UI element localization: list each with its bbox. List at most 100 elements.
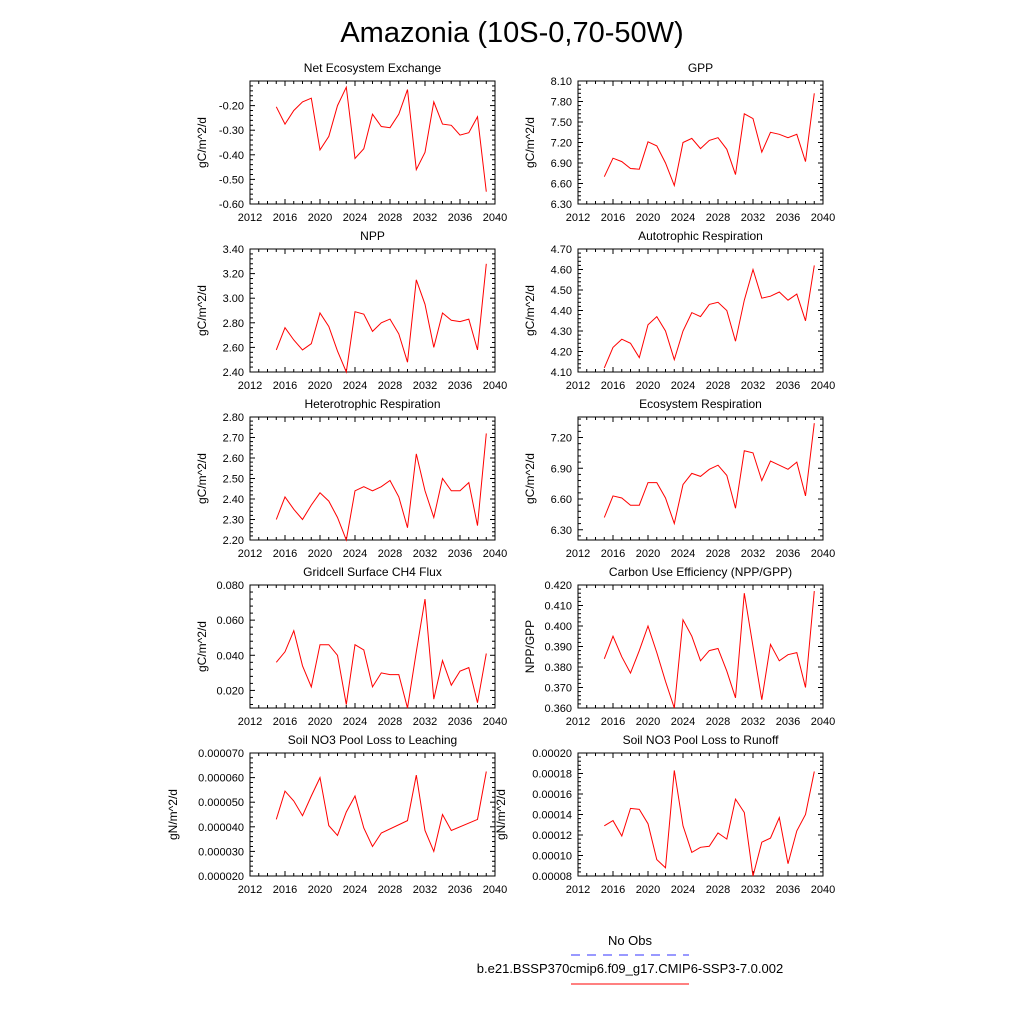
- x-tick-label: 2032: [741, 212, 765, 224]
- plot-frame: [577, 752, 824, 877]
- x-tick-label: 2032: [413, 548, 437, 560]
- x-tick-label: 2028: [378, 380, 402, 392]
- y-tick-label: 3.20: [223, 269, 244, 281]
- x-tick-label: 2028: [378, 884, 402, 896]
- x-tick-label: 2024: [343, 380, 367, 392]
- x-tick-label: 2016: [601, 716, 625, 728]
- x-tick-label: 2040: [811, 380, 835, 392]
- y-tick-label: 0.360: [544, 703, 572, 715]
- series-line: [604, 770, 815, 877]
- y-tick-label: 2.30: [223, 515, 244, 527]
- x-tick-label: 2028: [706, 884, 730, 896]
- chart-carbon-use-efficiency-npp-gpp: Carbon Use Efficiency (NPP/GPP) 2012 2016 2…: [523, 565, 835, 728]
- x-tick-label: 2032: [741, 884, 765, 896]
- x-tick-label: 2020: [308, 716, 332, 728]
- x-tick-label: 2012: [566, 548, 590, 560]
- y-tick-label: 2.80: [223, 318, 244, 330]
- y-tick-label: -0.30: [219, 125, 244, 137]
- x-tick-label: 2028: [706, 716, 730, 728]
- x-tick-label: 2040: [483, 212, 507, 224]
- chart-gpp: GPP 2012 2016 2020 2024 2028 2032 2036 2040 6.30 6…: [523, 61, 835, 224]
- x-tick-label: 2024: [671, 212, 695, 224]
- legend: No Obs b.e21.BSSP370cmip6.f09_g17.CMIP6-…: [477, 933, 783, 985]
- x-tick-label: 2016: [273, 884, 297, 896]
- x-tick-label: 2012: [238, 548, 262, 560]
- x-tick-label: 2040: [811, 212, 835, 224]
- x-tick-label: 2036: [448, 380, 472, 392]
- x-tick-label: 2016: [601, 380, 625, 392]
- y-tick-label: 0.040: [216, 650, 244, 662]
- y-tick-label: 0.000040: [198, 822, 244, 834]
- y-tick-label: 0.410: [544, 601, 572, 613]
- x-tick-label: 2036: [448, 884, 472, 896]
- plot-frame: [577, 416, 824, 541]
- y-tick-label: 0.020: [216, 685, 244, 697]
- y-axis-label: gC/m^2/d: [195, 453, 209, 504]
- plot-frame: [249, 416, 496, 541]
- y-tick-label: -0.50: [219, 174, 244, 186]
- plot-frame: [577, 584, 824, 709]
- x-tick-label: 2040: [483, 716, 507, 728]
- series-line: [603, 591, 815, 709]
- y-tick-label: 7.20: [551, 138, 572, 150]
- x-tick-label: 2012: [566, 380, 590, 392]
- x-tick-label: 2032: [413, 884, 437, 896]
- chart-npp: NPP 2012 2016 2020 2024 2028 2032 2036 2040 2.40 2…: [195, 229, 507, 392]
- y-tick-label: 0.000050: [198, 797, 244, 809]
- x-tick-label: 2028: [378, 716, 402, 728]
- y-axis-label: gN/m^2/d: [494, 789, 508, 840]
- x-tick-label: 2016: [601, 884, 625, 896]
- y-tick-label: 0.420: [544, 580, 572, 592]
- x-tick-label: 2036: [776, 716, 800, 728]
- y-tick-label: 0.00018: [532, 769, 572, 781]
- series-line: [603, 93, 815, 188]
- x-tick-label: 2040: [811, 884, 835, 896]
- x-tick-label: 2036: [448, 716, 472, 728]
- x-tick-label: 2040: [483, 380, 507, 392]
- x-tick-label: 2040: [811, 716, 835, 728]
- y-tick-label: 0.370: [544, 683, 572, 695]
- y-tick-label: 2.70: [223, 433, 244, 445]
- x-tick-label: 2040: [483, 548, 507, 560]
- x-tick-label: 2028: [706, 212, 730, 224]
- y-tick-label: 4.50: [551, 285, 572, 297]
- y-tick-label: 0.400: [544, 621, 572, 633]
- y-tick-label: 3.40: [223, 244, 244, 256]
- y-tick-label: 2.20: [223, 535, 244, 547]
- y-tick-label: 6.30: [551, 525, 572, 537]
- x-tick-label: 2032: [413, 212, 437, 224]
- series-line: [275, 771, 487, 854]
- y-tick-label: 2.40: [223, 494, 244, 506]
- plot-frame: [249, 80, 496, 205]
- x-tick-label: 2028: [706, 548, 730, 560]
- x-tick-label: 2016: [273, 716, 297, 728]
- x-tick-label: 2024: [671, 716, 695, 728]
- y-axis-label: gN/m^2/d: [166, 789, 180, 840]
- chart-title: Ecosystem Respiration: [639, 397, 762, 411]
- y-tick-label: -0.20: [219, 101, 244, 113]
- plot-frame: [249, 752, 496, 877]
- chart-title: Gridcell Surface CH4 Flux: [303, 565, 442, 579]
- chart-title: Net Ecosystem Exchange: [304, 61, 442, 75]
- chart-title: NPP: [360, 229, 385, 243]
- y-tick-label: 0.380: [544, 662, 572, 674]
- y-tick-label: 6.90: [551, 463, 572, 475]
- y-tick-label: 0.00012: [532, 830, 572, 842]
- x-tick-label: 2020: [636, 380, 660, 392]
- plot-frame: [249, 248, 496, 373]
- x-tick-label: 2036: [776, 548, 800, 560]
- x-tick-label: 2028: [378, 212, 402, 224]
- x-tick-label: 2024: [343, 884, 367, 896]
- page-title: Amazonia (10S-0,70-50W): [340, 17, 683, 49]
- x-tick-label: 2020: [636, 548, 660, 560]
- x-tick-label: 2032: [413, 716, 437, 728]
- y-tick-label: 7.20: [551, 433, 572, 445]
- y-axis-label: gC/m^2/d: [195, 285, 209, 336]
- y-tick-label: 2.40: [223, 367, 244, 379]
- y-tick-label: -0.60: [219, 199, 244, 211]
- chart-soil-no3-pool-loss-to-leaching: Soil NO3 Pool Loss to Leaching 2012 2016 20…: [166, 733, 507, 896]
- y-tick-label: 6.60: [551, 179, 572, 191]
- x-tick-label: 2024: [671, 884, 695, 896]
- y-axis-label: gC/m^2/d: [195, 117, 209, 168]
